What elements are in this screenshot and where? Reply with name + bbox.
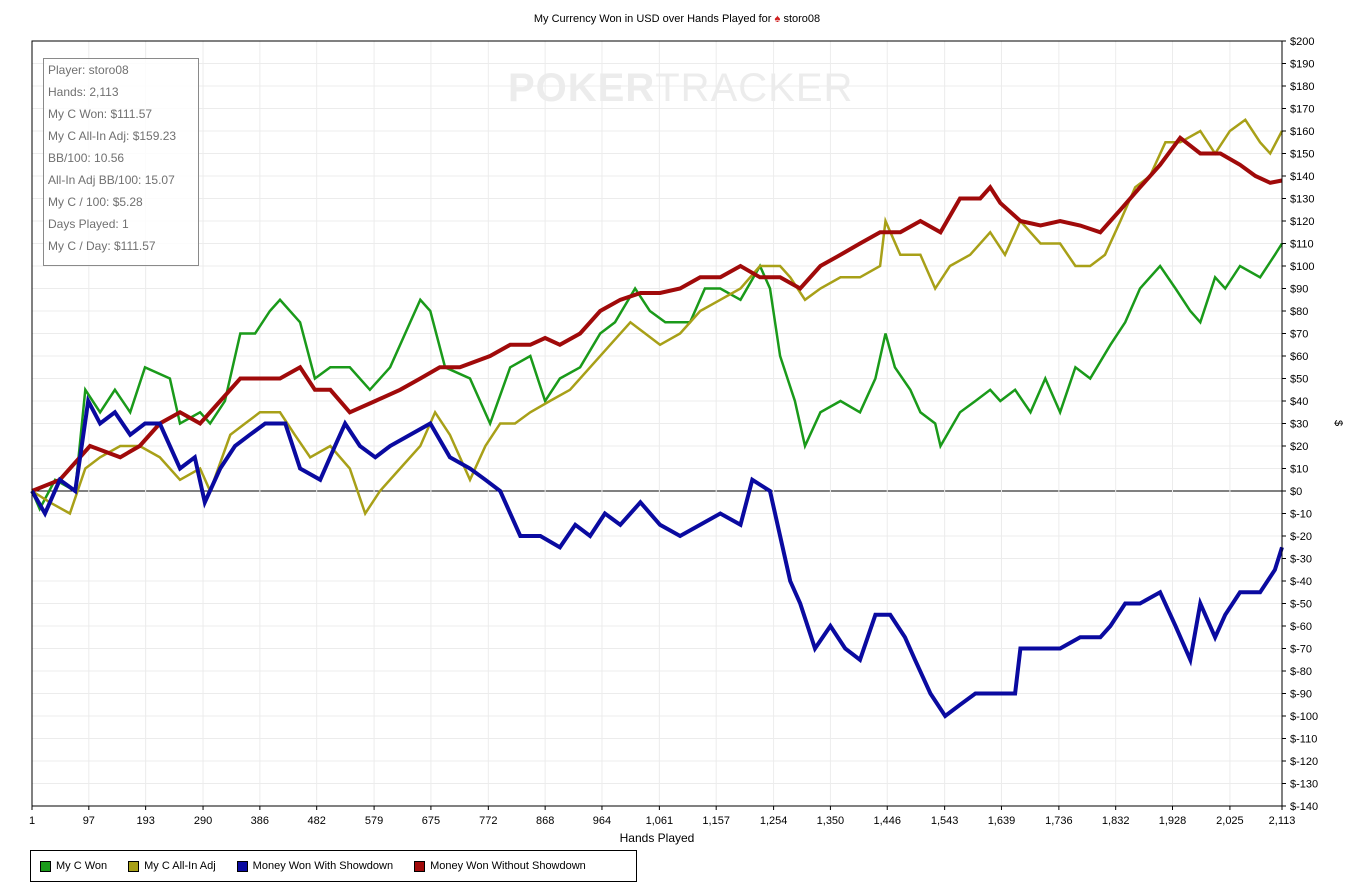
legend-swatch xyxy=(40,860,51,872)
x-tick-label: 772 xyxy=(479,815,497,827)
x-axis-label: Hands Played xyxy=(620,831,695,845)
stat-player: Player: storo08 xyxy=(48,63,129,77)
y-tick-label: $60 xyxy=(1290,351,1308,363)
series-line-money-won-with-showdown xyxy=(30,394,1284,719)
x-tick-label: 1,639 xyxy=(988,815,1016,827)
stat-days: Days Played: 1 xyxy=(48,217,129,231)
x-tick-label: 1 xyxy=(29,815,35,827)
stat-allin-bb100: All-In Adj BB/100: 15.07 xyxy=(48,173,175,187)
chart-legend: My C Won My C All-In Adj Money Won With … xyxy=(30,850,637,882)
y-tick-label: $-20 xyxy=(1290,531,1312,543)
x-tick-label: 868 xyxy=(536,815,554,827)
y-tick-label: $70 xyxy=(1290,329,1308,341)
y-tick-label: $130 xyxy=(1290,194,1314,206)
x-tick-label: 1,928 xyxy=(1159,815,1187,827)
y-tick-label: $40 xyxy=(1290,396,1308,408)
y-tick-label: $180 xyxy=(1290,81,1314,93)
legend-swatch xyxy=(128,860,140,872)
stat-c100: My C / 100: $5.28 xyxy=(48,195,143,209)
stat-bb100: BB/100: 10.56 xyxy=(48,151,125,165)
y-tick-label: $-70 xyxy=(1290,644,1312,656)
chart-title-player: storo08 xyxy=(783,13,821,25)
y-tick-label: $10 xyxy=(1290,464,1308,476)
x-tick-label: 675 xyxy=(422,815,440,827)
chart-title: My Currency Won in USD over Hands Played… xyxy=(0,13,1354,25)
stat-per-day: My C / Day: $111.57 xyxy=(48,239,156,253)
y-tick-label: $190 xyxy=(1290,59,1314,71)
x-tick-label: 1,832 xyxy=(1102,815,1130,827)
x-tick-label: 1,157 xyxy=(702,815,730,827)
y-tick-label: $160 xyxy=(1290,126,1314,138)
y-tick-label: $100 xyxy=(1290,261,1314,273)
x-tick-label: 2,113 xyxy=(1269,815,1296,827)
x-tick-label: 97 xyxy=(83,815,95,827)
x-tick-label: 482 xyxy=(308,815,326,827)
y-tick-label: $80 xyxy=(1290,306,1308,318)
y-tick-label: $-120 xyxy=(1290,756,1318,768)
x-tick-label: 1,061 xyxy=(646,815,674,827)
x-tick-label: 386 xyxy=(251,815,269,827)
stat-won: My C Won: $111.57 xyxy=(48,107,153,121)
x-tick-label: 964 xyxy=(593,815,611,827)
y-tick-label: $-100 xyxy=(1290,711,1318,723)
y-tick-label: $-130 xyxy=(1290,779,1318,791)
y-tick-label: $-80 xyxy=(1290,666,1312,678)
x-tick-label: 2,025 xyxy=(1216,815,1244,827)
stat-hands: Hands: 2,113 xyxy=(48,85,119,99)
y-tick-label: $20 xyxy=(1290,441,1308,453)
pokerstars-spade-icon: ♠ xyxy=(774,13,781,25)
y-tick-label: $-30 xyxy=(1290,554,1312,566)
y-tick-label: $-90 xyxy=(1290,689,1312,701)
x-tick-label: 1,254 xyxy=(760,815,788,827)
y-tick-label: $-40 xyxy=(1290,576,1312,588)
y-tick-label: $-110 xyxy=(1290,734,1317,746)
y-tick-label: $110 xyxy=(1290,239,1314,251)
y-tick-label: $30 xyxy=(1290,419,1308,431)
y-tick-label: $-10 xyxy=(1290,509,1312,521)
y-tick-label: $90 xyxy=(1290,284,1308,296)
x-tick-label: 1,736 xyxy=(1045,815,1073,827)
y-tick-label: $-140 xyxy=(1290,801,1318,813)
stat-allin-adj: My C All-In Adj: $159.23 xyxy=(48,129,177,143)
x-tick-label: 290 xyxy=(194,815,212,827)
chart-title-text: My Currency Won in USD over Hands Played… xyxy=(533,13,772,25)
y-tick-label: $140 xyxy=(1290,171,1314,183)
y-tick-label: $120 xyxy=(1290,216,1314,228)
series-line-money-won-without-showdown xyxy=(31,134,1283,493)
legend-swatch xyxy=(236,860,248,872)
legend-swatch xyxy=(414,860,426,872)
y-tick-label: $-60 xyxy=(1290,621,1312,633)
legend-item-my-c-won[interactable]: My C Won xyxy=(40,860,107,872)
pokertracker-watermark: POKERTRACKER xyxy=(508,66,854,110)
y-tick-label: $200 xyxy=(1290,36,1314,48)
y-tick-label: $150 xyxy=(1290,149,1314,161)
legend-item-with-showdown[interactable]: Money Won With Showdown xyxy=(236,860,393,872)
x-tick-label: 193 xyxy=(136,815,154,827)
x-tick-label: 1,543 xyxy=(931,815,959,827)
legend-item-without-showdown[interactable]: Money Won Without Showdown xyxy=(414,860,586,872)
series-lines xyxy=(30,118,1284,719)
plot-frame xyxy=(31,40,1283,807)
y-tick-label: $170 xyxy=(1290,104,1314,116)
series-line-my-c-all-in-adj xyxy=(31,118,1284,517)
x-tick-label: 579 xyxy=(365,815,383,827)
legend-item-all-in-adj[interactable]: My C All-In Adj xyxy=(128,860,216,872)
y-tick-label: $50 xyxy=(1290,374,1308,386)
x-tick-label: 1,350 xyxy=(817,815,845,827)
x-tick-label: 1,446 xyxy=(873,815,901,827)
series-line-my-c-won xyxy=(30,242,1284,512)
y-axis-label: $ xyxy=(1332,420,1344,426)
y-tick-label: $-50 xyxy=(1290,599,1312,611)
y-tick-label: $0 xyxy=(1290,486,1302,498)
stats-box: Player: storo08 Hands: 2,113 My C Won: $… xyxy=(43,58,199,266)
axes: $200 $190 $180 $170 $160 $150 $140 $130 $120 $110… xyxy=(29,36,1344,845)
grid-lines xyxy=(31,40,1283,807)
